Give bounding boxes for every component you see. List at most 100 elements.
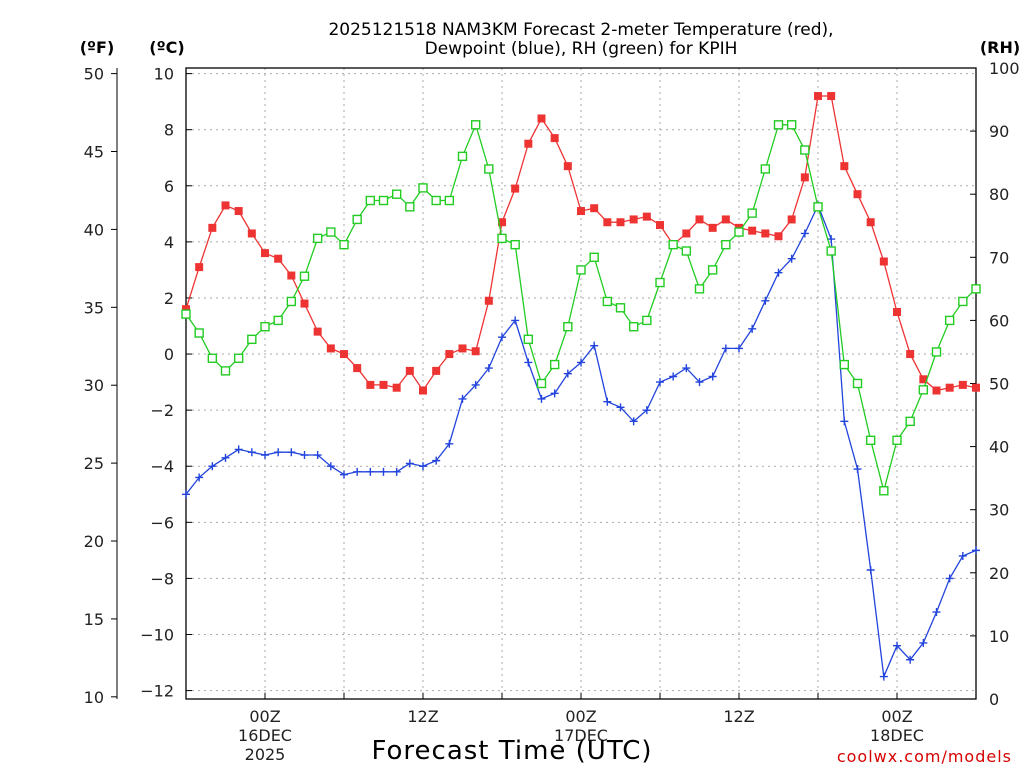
- series-group: [181, 92, 981, 681]
- rh-point: [510, 239, 520, 250]
- dewpoint-point: [563, 369, 572, 378]
- dewpoint-point: [629, 417, 638, 426]
- dewpoint-point: [287, 448, 296, 457]
- dewpoint-point: [827, 235, 836, 244]
- dewpoint-point: [208, 462, 217, 471]
- rh-point: [655, 277, 665, 288]
- temperature-point: [748, 226, 757, 235]
- temperature-point: [458, 344, 467, 353]
- fahrenheit-tick-label: 15: [84, 610, 104, 629]
- rh-tick-label: 100: [989, 59, 1020, 78]
- rh-point: [523, 334, 534, 345]
- rh-point: [181, 309, 191, 319]
- rh-tick-label: 20: [989, 564, 1009, 583]
- temperature-point: [195, 263, 204, 272]
- celsius-axis-unit: (ºC): [149, 38, 184, 57]
- temperature-point: [642, 212, 651, 221]
- rh-point: [391, 189, 402, 199]
- rh-tick-label: 50: [989, 375, 1009, 394]
- rh-point: [694, 284, 705, 294]
- temperature-point: [787, 215, 796, 224]
- rh-point: [707, 265, 718, 275]
- celsius-tick-label: −6: [150, 513, 174, 532]
- x-tick-label-time: 00Z: [881, 707, 912, 726]
- dewpoint-point: [642, 406, 651, 415]
- rh-point: [668, 239, 678, 250]
- rh-point: [589, 252, 599, 263]
- rh-point: [971, 284, 981, 294]
- rh-point: [273, 315, 283, 326]
- dewpoint-point: [656, 378, 664, 387]
- temperature-point: [866, 218, 875, 227]
- temperature-point: [208, 223, 217, 232]
- temperature-point: [616, 218, 625, 227]
- rh-point: [339, 239, 349, 250]
- rh-axis-unit: (RH): [980, 38, 1020, 57]
- dewpoint-point: [432, 456, 441, 465]
- dewpoint-point: [247, 448, 256, 457]
- temperature-point: [326, 344, 335, 353]
- dewpoint-point: [182, 490, 190, 499]
- temperature-point: [853, 190, 862, 199]
- dewpoint-point: [261, 451, 269, 460]
- temperature-point: [353, 364, 362, 373]
- temperature-point: [708, 223, 717, 232]
- temperature-point: [300, 299, 309, 308]
- rh-point: [773, 120, 784, 130]
- temperature-point: [893, 307, 901, 316]
- chart-title-line1: 2025121518 NAM3KM Forecast 2-meter Tempe…: [328, 20, 833, 40]
- dewpoint-point: [524, 358, 533, 367]
- dewpoint-point: [405, 459, 414, 468]
- celsius-tick-label: −8: [150, 569, 174, 588]
- dewpoint-point: [458, 394, 467, 403]
- temperature-point: [906, 350, 915, 359]
- temperature-point: [682, 229, 691, 238]
- dewpoint-point: [511, 316, 520, 325]
- credit-text: coolwx.com/models: [837, 747, 1012, 766]
- temperature-point: [484, 296, 493, 305]
- rh-point: [628, 322, 639, 332]
- dewpoint-point: [498, 333, 506, 342]
- fahrenheit-tick-label: 30: [84, 376, 104, 395]
- rh-point: [220, 366, 231, 376]
- rh-point: [734, 227, 744, 237]
- celsius-tick-label: 0: [164, 345, 174, 364]
- dewpoint-point: [445, 439, 454, 448]
- rh-point: [207, 353, 218, 363]
- celsius-tick-label: 6: [164, 177, 174, 196]
- dewpoint-point: [774, 268, 783, 277]
- temperature-point: [774, 232, 783, 241]
- rh-tick-label: 30: [989, 501, 1009, 520]
- dewpoint-point: [392, 467, 401, 476]
- rh-point: [800, 145, 810, 155]
- temperature-point: [800, 173, 809, 182]
- dewpoint-point: [366, 467, 375, 476]
- fahrenheit-tick-label: 35: [84, 298, 104, 317]
- rh-point: [786, 120, 797, 130]
- rh-point: [958, 296, 968, 307]
- temperature-point: [721, 215, 730, 224]
- rh-point: [721, 239, 731, 250]
- x-tick-label-time: 12Z: [407, 707, 438, 726]
- dewpoint-point: [853, 465, 862, 474]
- rh-point: [431, 195, 441, 206]
- temperature-point: [840, 162, 849, 171]
- rh-point: [905, 416, 915, 427]
- rh-point: [747, 208, 757, 218]
- celsius-tick-label: 8: [164, 121, 174, 140]
- dewpoint-point: [353, 467, 362, 476]
- temperature-point: [814, 92, 822, 101]
- rh-point: [892, 435, 902, 445]
- dewpoint-point: [274, 448, 283, 457]
- dewpoint-point: [945, 574, 954, 583]
- rh-point: [444, 195, 455, 206]
- temperature-point: [879, 257, 888, 266]
- dewpoint-point: [419, 462, 427, 471]
- axis-ticks: 1086420−2−4−6−8−10−125045403530252015101…: [84, 59, 1020, 764]
- rh-tick-label: 90: [989, 122, 1009, 141]
- dewpoint-point: [471, 380, 480, 389]
- temperature-point: [274, 254, 283, 263]
- dewpoint-point: [379, 467, 388, 476]
- dewpoint-point: [300, 451, 309, 460]
